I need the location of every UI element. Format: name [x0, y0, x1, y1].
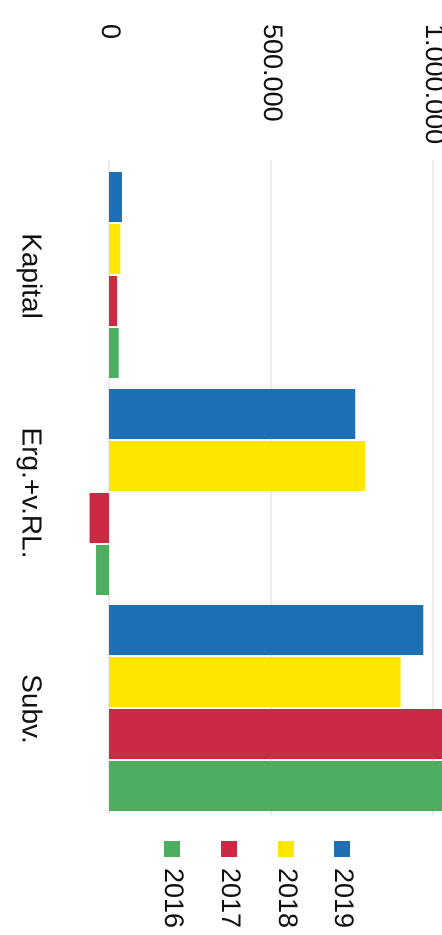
legend-swatch-2019 [334, 841, 350, 857]
legend: 2019 2018 2017 2016 [159, 841, 359, 928]
value-axis: 2.000.0001.500.0001.000.000500.0000-500.… [96, 24, 442, 144]
bar-erg-v-rl--2019 [109, 389, 356, 439]
category-axis: Kapital Erg.+v.RL. Subv. [17, 233, 48, 744]
legend-swatch-2016 [164, 841, 180, 857]
legend-swatch-2017 [221, 841, 237, 857]
category-label: Kapital [17, 233, 48, 319]
legend-swatch-2018 [278, 841, 294, 857]
bar-kapital-2018 [109, 224, 121, 274]
legend-label-2019: 2019 [329, 868, 359, 928]
bar-subv--2019 [109, 605, 424, 655]
bar-erg-v-rl--2017 [89, 493, 109, 543]
bar-kapital-2019 [109, 172, 122, 222]
category-label: Erg.+v.RL. [17, 428, 48, 559]
tick-label: 500.000 [258, 24, 288, 122]
legend-label-2016: 2016 [159, 868, 189, 928]
bar-subv--2017 [109, 709, 442, 759]
category-label: Subv. [17, 674, 48, 744]
bars [89, 172, 442, 811]
bar-kapital-2016 [109, 328, 119, 378]
legend-label-2017: 2017 [216, 868, 246, 928]
bar-erg-v-rl--2016 [96, 545, 109, 595]
bar-subv--2016 [109, 761, 442, 811]
bar-erg-v-rl--2018 [109, 441, 365, 491]
tick-label: 1.000.000 [420, 24, 442, 144]
legend-label-2018: 2018 [273, 868, 303, 928]
bar-subv--2018 [109, 657, 401, 707]
bar-kapital-2017 [109, 276, 118, 326]
tick-label: 0 [96, 24, 126, 39]
